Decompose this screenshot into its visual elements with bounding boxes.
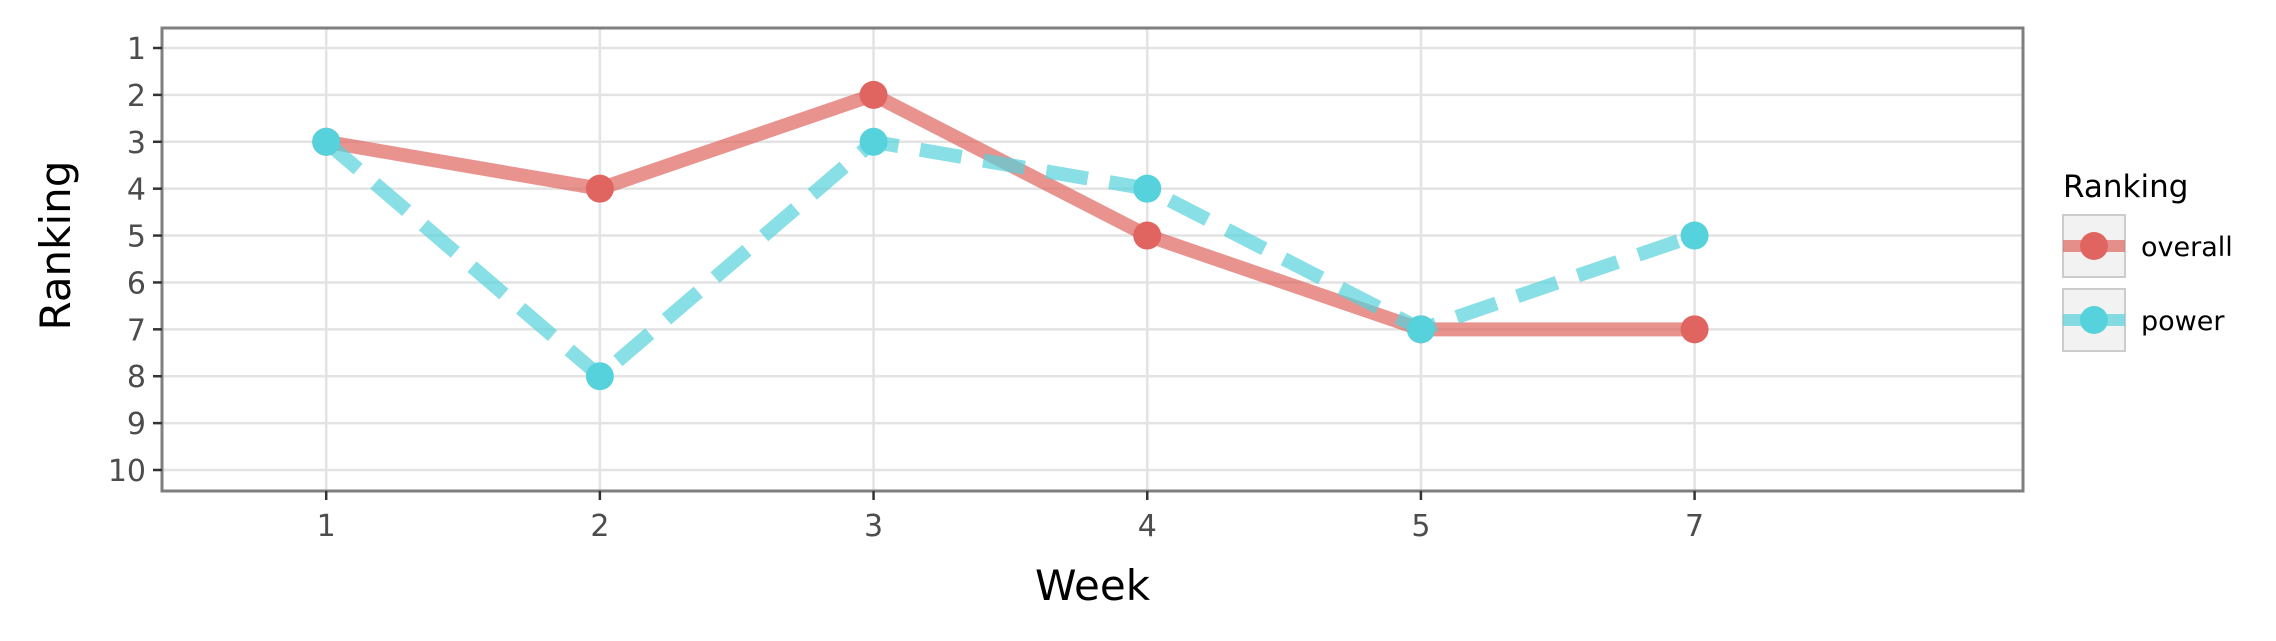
- plot-panel-border: [160, 26, 2025, 493]
- x-tick-label: 7: [1685, 509, 1704, 544]
- series-line-power: [321, 134, 1697, 384]
- data-point-overall: [585, 174, 614, 203]
- y-tick-label: 4: [127, 173, 146, 208]
- data-point-overall: [1680, 315, 1709, 344]
- data-point-power: [585, 362, 614, 391]
- data-point-power: [1133, 174, 1162, 203]
- y-axis: 1 2 3 4 5 6 7 8 9 10: [108, 32, 162, 489]
- y-tick-label: 3: [127, 126, 146, 161]
- series-lines: [321, 87, 1697, 384]
- x-tick-label: 4: [1138, 509, 1157, 544]
- x-tick-label: 3: [864, 509, 883, 544]
- x-tick-label: 5: [1411, 509, 1430, 544]
- data-point-overall: [859, 80, 888, 109]
- y-axis-title: Ranking: [31, 161, 80, 331]
- grid: [162, 28, 2023, 491]
- x-tick-label: 2: [590, 509, 609, 544]
- x-axis: 1 2 3 4 5 7: [317, 491, 1704, 544]
- y-tick-label: 1: [127, 32, 146, 67]
- y-tick-label: 2: [127, 79, 146, 114]
- legend-marker-power: [2080, 306, 2108, 334]
- y-tick-label: 5: [127, 220, 146, 255]
- y-tick-label: 6: [127, 266, 146, 301]
- data-point-power: [312, 127, 341, 156]
- legend-label-power: power: [2141, 306, 2225, 337]
- x-tick-label: 1: [317, 509, 336, 544]
- data-point-power: [1680, 221, 1709, 250]
- x-axis-title: Week: [1035, 561, 1151, 610]
- legend-marker-overall: [2080, 232, 2108, 260]
- legend-title: Ranking: [2063, 169, 2188, 205]
- legend: Ranking overall power: [2062, 169, 2233, 352]
- data-point-power: [1406, 315, 1435, 344]
- y-tick-label: 10: [108, 454, 146, 489]
- legend-label-overall: overall: [2141, 232, 2233, 263]
- y-tick-label: 7: [127, 313, 146, 348]
- data-point-power: [859, 127, 888, 156]
- y-tick-label: 8: [127, 360, 146, 395]
- y-tick-label: 9: [127, 407, 146, 442]
- data-points: [312, 80, 1709, 391]
- data-point-overall: [1133, 221, 1162, 250]
- series-line-overall: [325, 87, 1695, 337]
